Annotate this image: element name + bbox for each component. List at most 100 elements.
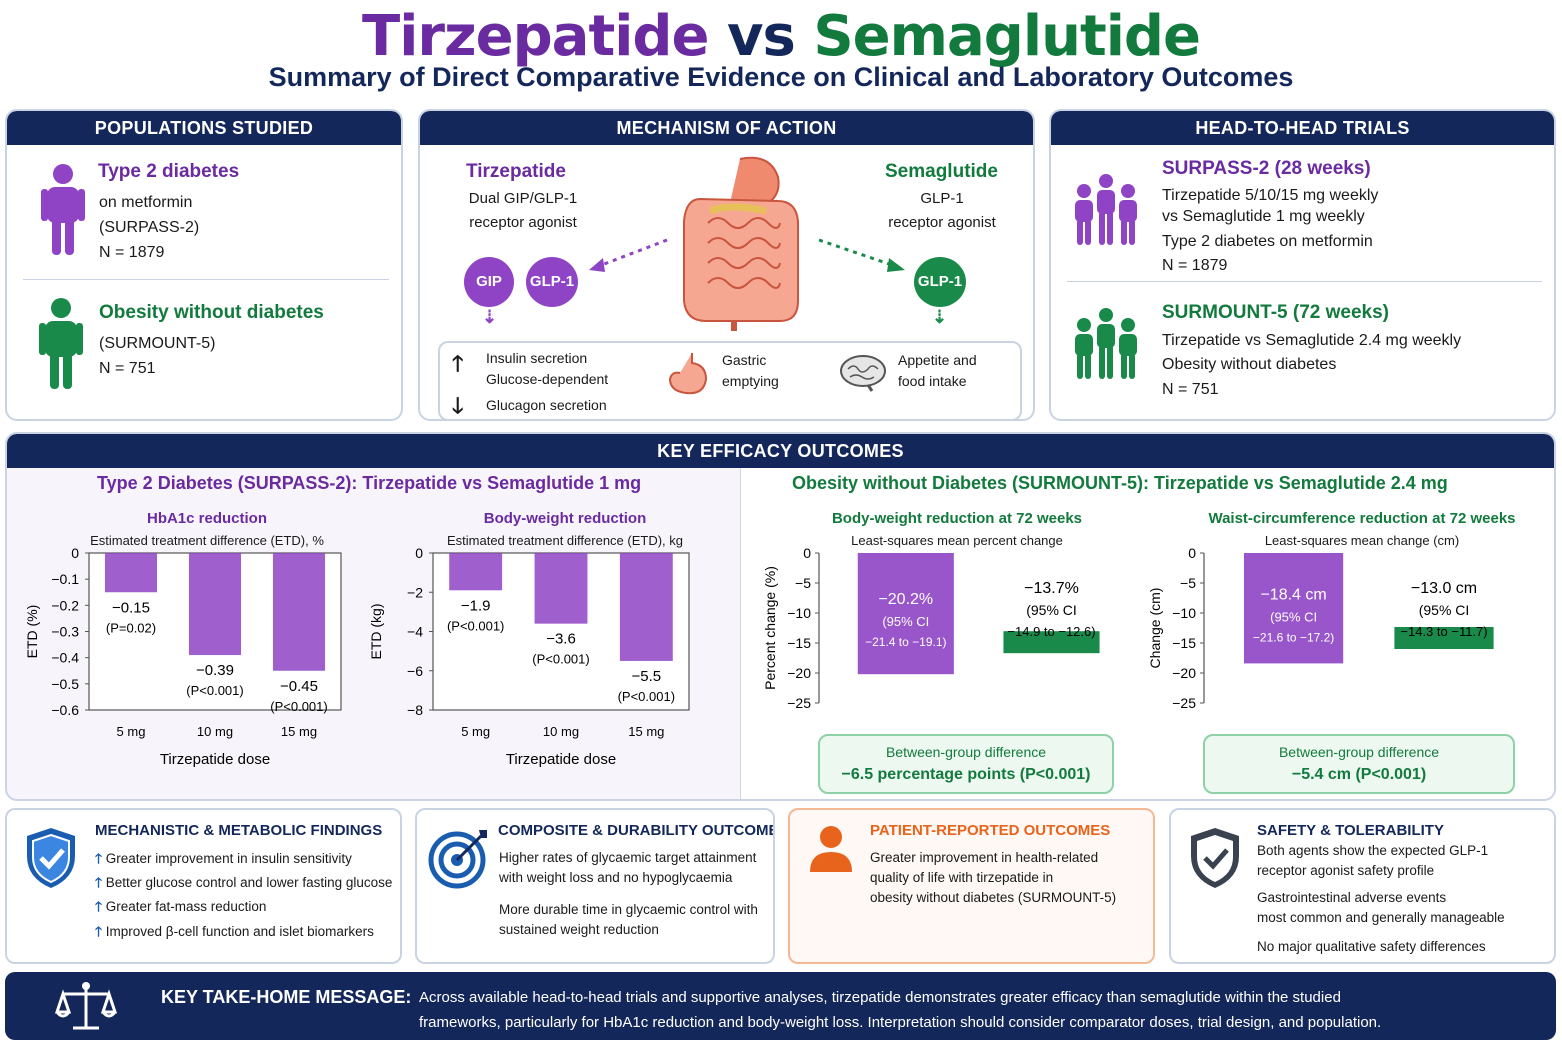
y-tick-label: −0.4 — [51, 650, 79, 666]
person-icon — [810, 826, 852, 872]
data-label: −13.0 cm — [1411, 580, 1477, 597]
card-line: No major qualitative safety differences — [1257, 939, 1486, 954]
p-value-label: (P<0.001) — [618, 689, 675, 704]
stomach-icon — [668, 353, 708, 395]
y-tick-label: −0.2 — [51, 597, 79, 613]
data-label: −18.4 cm — [1260, 586, 1326, 603]
title-drug-b: Semaglutide — [813, 4, 1201, 69]
p-value-label: (P<0.001) — [186, 683, 243, 698]
population-line: (SURPASS-2) — [99, 219, 200, 236]
target-icon — [428, 830, 487, 889]
efficacy-right-title: Obesity without Diabetes (SURMOUNT-5): T… — [792, 473, 1448, 493]
effects-box: 🡑 🡓 Insulin secretion Glucose-dependent … — [438, 341, 1022, 419]
x-axis-label: Tirzepatide dose — [160, 751, 270, 768]
effect-glucose: Glucose-dependent — [486, 371, 609, 387]
y-tick-label: −15 — [787, 635, 811, 651]
title-block: Tirzepatide vs Semaglutide Summary of Di… — [0, 0, 1562, 105]
population-line: (SURMOUNT-5) — [99, 335, 216, 352]
data-label: −0.39 — [196, 662, 234, 679]
card-safety: SAFETY & TOLERABILITY Both agents show t… — [1169, 808, 1556, 964]
arrow-down-icon: 🡓 — [452, 393, 464, 418]
card-line: Both agents show the expected GLP-1 — [1257, 843, 1489, 858]
y-tick-label: −20 — [1172, 665, 1196, 681]
takehome-line: Across available head-to-head trials and… — [419, 989, 1341, 1006]
data-label: −13.7% — [1024, 580, 1079, 597]
p-value-label: (P<0.001) — [270, 699, 327, 714]
chart-title: Waist-circumference reduction at 72 week… — [1208, 510, 1516, 527]
efficacy-panel: KEY EFFICACY OUTCOMES Type 2 Diabetes (S… — [5, 432, 1556, 801]
chart-subtitle: Estimated treatment difference (ETD), % — [90, 533, 324, 548]
card-line: More durable time in glycaemic control w… — [499, 902, 758, 917]
card-line: quality of life with tirzepatide in — [870, 870, 1054, 885]
arrow-up-icon: 🡑 — [95, 851, 106, 866]
card-line: Greater improvement in health-related — [870, 850, 1099, 865]
card-line: sustained weight reduction — [499, 922, 659, 937]
p-value-label: (P<0.001) — [532, 652, 589, 667]
y-axis-label: Percent change (%) — [762, 566, 778, 690]
x-tick-label: 10 mg — [197, 724, 233, 739]
between-group-box: Between-group difference −5.4 cm (P<0.00… — [1203, 734, 1515, 794]
shield-check-icon — [27, 828, 75, 888]
y-tick-label: −5 — [795, 575, 811, 591]
populations-panel: POPULATIONS STUDIED Type 2 diabetes on m… — [5, 109, 403, 421]
mechanism-header: MECHANISM OF ACTION — [420, 111, 1033, 145]
chart-title: Body-weight reduction — [483, 510, 647, 527]
data-label: −20.2% — [878, 591, 933, 608]
population-title-t2d: Type 2 diabetes — [98, 161, 240, 182]
x-axis-label: Tirzepatide dose — [506, 751, 616, 768]
x-tick-label: 5 mg — [117, 724, 146, 739]
data-label: −0.45 — [280, 678, 318, 695]
bar — [534, 553, 588, 624]
person-icon — [39, 298, 83, 389]
trial-line: Tirzepatide 5/10/15 mg weekly — [1162, 187, 1379, 204]
bar — [188, 553, 242, 656]
trial-line: N = 751 — [1162, 381, 1219, 398]
ci-label: (95% CI — [1026, 602, 1077, 618]
chart-title: HbA1c reduction — [146, 510, 267, 527]
mechanism-tirz-desc: receptor agonist — [469, 214, 577, 231]
mechanism-tirz-name: Tirzepatide — [466, 161, 566, 182]
x-tick-label: 15 mg — [628, 724, 664, 739]
ci-label: −21.4 to −19.1) — [865, 635, 946, 649]
ci-label: (95% CI — [1419, 602, 1470, 618]
shield-check-icon — [1191, 828, 1239, 888]
bar-tirzepatide — [857, 553, 954, 675]
mechanism-sema-name: Semaglutide — [885, 161, 998, 182]
p-value-label: (P=0.02) — [106, 620, 156, 635]
brain-icon — [840, 355, 886, 392]
chart-subtitle: Least-squares mean change (cm) — [1264, 533, 1460, 548]
ci-label: −21.6 to −17.2) — [1253, 630, 1334, 644]
takehome-line: frameworks, particularly for HbA1c reduc… — [419, 1014, 1382, 1031]
card-line: Gastrointestinal adverse events — [1257, 890, 1447, 905]
card-line: 🡑 Greater fat-mass reduction — [95, 899, 267, 914]
bar-tirzepatide — [1244, 553, 1344, 664]
ci-label: (95% CI — [882, 614, 929, 629]
chart-subtitle: Least-squares mean percent change — [851, 533, 1063, 548]
effect-insulin: Insulin secretion — [486, 350, 588, 366]
efficacy-header: KEY EFFICACY OUTCOMES — [7, 434, 1554, 468]
card-line: with weight loss and no hypoglycaemia — [499, 870, 733, 885]
person-icon — [41, 164, 85, 255]
arrow-icon — [818, 238, 905, 272]
y-tick-label: 0 — [71, 545, 79, 561]
data-label: −5.5 — [632, 668, 662, 685]
waist-chart: 0 −5 −10 −15 −20 −25 Change (cm) −18.4 cm (95% C… — [1147, 545, 1494, 711]
mechanism-tirz-desc: Dual GIP/GLP-1 — [468, 190, 578, 207]
bar-semaglutide — [1003, 631, 1100, 654]
title-vs: vs — [727, 4, 796, 69]
y-tick-label: 0 — [803, 545, 811, 561]
bodyweight-etd-chart: 0 −2 −4 −6 −8 ETD (kg) −1.9 (P<0.001) 5 mg −3.6 (P… — [368, 545, 690, 768]
card-title: COMPOSITE & DURABILITY OUTCOMES — [498, 822, 775, 839]
y-tick-label: −8 — [407, 702, 423, 718]
y-tick-label: −10 — [787, 605, 811, 621]
trial-line: Obesity without diabetes — [1162, 356, 1337, 373]
trial-line: N = 1879 — [1162, 257, 1228, 274]
bar-semaglutide — [1394, 627, 1494, 649]
bar — [272, 553, 326, 671]
card-patient-reported: PATIENT-REPORTED OUTCOMES Greater improv… — [788, 808, 1155, 964]
hba1c-chart: 0 −0.1 −0.2 −0.3 −0.4 −0.5 −0.6 ETD (%) −0.15 (P=… — [24, 545, 342, 768]
effect-glucagon: Glucagon secretion — [486, 397, 607, 413]
page-subtitle: Summary of Direct Comparative Evidence o… — [268, 62, 1294, 92]
ci-label: −14.3 to −11.7) — [1400, 624, 1487, 639]
y-tick-label: −2 — [407, 584, 423, 600]
